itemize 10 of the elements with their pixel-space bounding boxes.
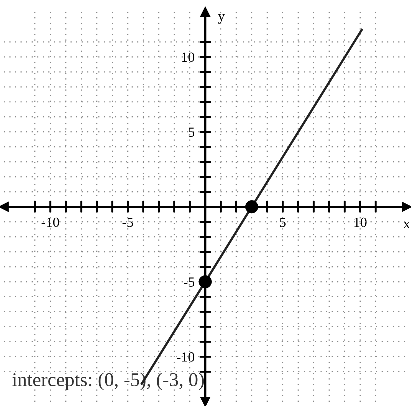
y-tick-label: 5 bbox=[188, 128, 195, 138]
x-axis-title: x bbox=[404, 222, 410, 228]
x-tick-label: -10 bbox=[42, 218, 60, 228]
x-tick-label: 5 bbox=[280, 218, 286, 228]
y-axis-title: y bbox=[218, 14, 226, 24]
x-tick-label: 10 bbox=[354, 218, 367, 228]
y-tick-label: -10 bbox=[177, 352, 195, 362]
x-tick-label: -5 bbox=[122, 218, 134, 228]
y-tick-label: -5 bbox=[184, 278, 195, 287]
y-tick-label: 10 bbox=[182, 52, 195, 62]
